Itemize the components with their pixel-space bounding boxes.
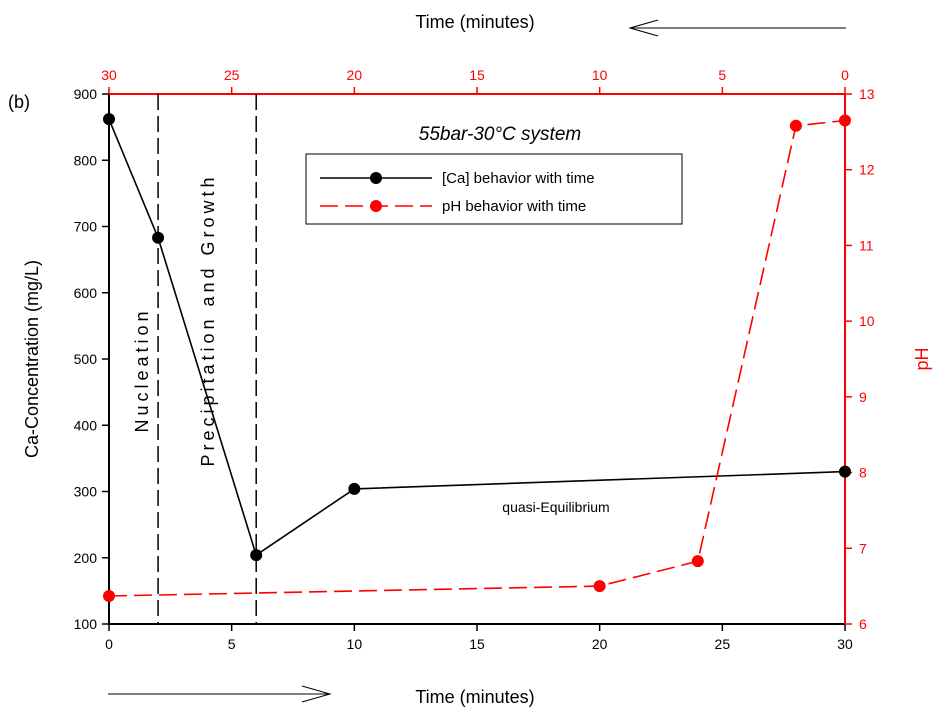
right-tick-label: 7: [859, 540, 867, 556]
right-tick-label: 6: [859, 616, 867, 632]
top-tick-label: 15: [469, 67, 485, 83]
legend-entry-label: [Ca] behavior with time: [442, 170, 595, 187]
nucleation-label: Nucleation: [132, 307, 152, 432]
chart-title: 55bar-30°C system: [419, 124, 581, 145]
series-0-point: [250, 549, 263, 562]
left-tick-label: 700: [74, 219, 98, 235]
series-0-point: [103, 113, 115, 126]
series-1-point: [691, 555, 704, 568]
left-tick-label: 400: [74, 417, 98, 433]
left-tick-label: 300: [74, 484, 98, 500]
right-tick-label: 11: [859, 237, 874, 253]
axes-layer: 0 5 10 15 20 25 30 30 25 20 15 10 5 0 100 200 300 400 500 6…: [74, 19, 875, 703]
precipitation-label: Precipitation and Growth: [198, 173, 218, 466]
top-tick-label: 25: [224, 67, 240, 83]
right-tick-label: 8: [859, 465, 867, 481]
top-tick-label: 10: [592, 67, 608, 83]
series-0-point: [152, 231, 165, 244]
series-1-point: [103, 589, 115, 602]
series-1-point: [789, 119, 802, 132]
legend: [Ca] behavior with time pH behavior with …: [305, 153, 683, 225]
legend-box: [305, 153, 683, 225]
text-layer: Time (minutes) Time (minutes) Ca-Concentra…: [8, 12, 932, 707]
phase-markers: [157, 94, 257, 624]
right-axis-label: pH: [912, 347, 932, 370]
left-tick-label: 900: [74, 86, 98, 102]
top-tick-label: 30: [101, 67, 117, 83]
bottom-tick-label: 10: [347, 636, 363, 652]
legend-swatch-marker: [370, 172, 382, 184]
series-0-point: [348, 482, 361, 495]
equilibrium-label: quasi-Equilibrium: [502, 499, 609, 515]
left-tick-label: 600: [74, 285, 98, 301]
arrow-left-icon: [628, 19, 659, 37]
left-tick-label: 500: [74, 351, 98, 367]
series-0-point: [839, 465, 851, 478]
arrow-right-icon: [301, 685, 332, 703]
left-tick-label: 100: [74, 616, 98, 632]
right-tick-label: 12: [859, 162, 875, 178]
legend-swatch-marker: [370, 200, 382, 212]
bottom-tick-label: 0: [105, 636, 113, 652]
top-tick-label: 20: [347, 67, 363, 83]
panel-label: (b): [8, 92, 30, 112]
bottom-tick-label: 20: [592, 636, 608, 652]
series-1-point: [839, 114, 851, 127]
left-tick-label: 800: [74, 152, 98, 168]
right-tick-label: 13: [859, 86, 875, 102]
bottom-tick-label: 30: [837, 636, 853, 652]
series-layer: [103, 113, 851, 602]
top-axis-label: Time (minutes): [415, 12, 534, 32]
legend-entry-label: pH behavior with time: [442, 198, 586, 215]
left-tick-label: 200: [74, 550, 98, 566]
top-tick-label: 5: [718, 67, 726, 83]
bottom-tick-label: 25: [715, 636, 731, 652]
bottom-axis-label: Time (minutes): [415, 687, 534, 707]
top-tick-label: 0: [841, 67, 849, 83]
bottom-tick-label: 15: [469, 636, 485, 652]
right-tick-label: 9: [859, 389, 867, 405]
series-1-point: [593, 580, 606, 593]
left-axis-label: Ca-Concentration (mg/L): [22, 260, 42, 458]
bottom-tick-label: 5: [228, 636, 236, 652]
right-tick-label: 10: [859, 313, 875, 329]
